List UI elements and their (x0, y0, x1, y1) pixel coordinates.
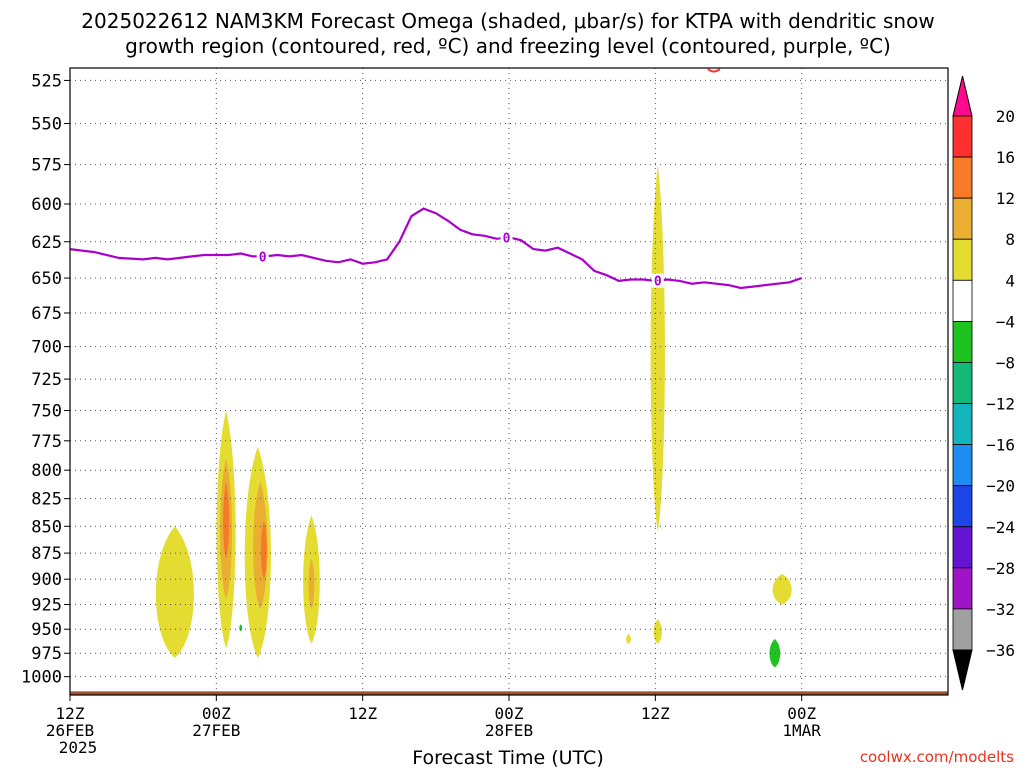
x-tick-label: 26FEB (46, 721, 94, 740)
y-tick-label: 825 (31, 490, 62, 510)
omega-region-10 (653, 619, 662, 644)
y-tick-label: 1000 (21, 668, 62, 688)
colorbar-box (952, 197, 973, 240)
omega-region-11 (626, 634, 631, 644)
omega-region-0 (155, 526, 194, 658)
axes: 525 550 575 600 625 650 675 700 725 750 775 800 825 8… (21, 67, 949, 757)
colorbar-box (952, 362, 973, 404)
y-tick-label: 775 (31, 432, 62, 452)
dgz-contour (707, 68, 721, 73)
colorbar-label: −32 (986, 600, 1015, 619)
chart-title-line1: 2025022612 NAM3KM Forecast Omega (shaded… (81, 9, 934, 33)
omega-region-13 (239, 624, 243, 632)
colorbar-label: 8 (1005, 230, 1015, 249)
x-tick-label: 12Z (348, 704, 377, 723)
watermark: coolwx.com/modelts (860, 748, 1014, 766)
colorbar-label: 12 (996, 189, 1015, 208)
y-tick-label: 700 (31, 338, 62, 358)
y-tick-label: 600 (31, 195, 62, 215)
freezing-label-bg (651, 273, 664, 288)
freezing-label-bg (256, 249, 269, 264)
colorbar-box (952, 238, 973, 281)
y-tick-label: 875 (31, 544, 62, 564)
freezing-label-bg (500, 230, 513, 245)
y-tick-label: 525 (31, 71, 62, 91)
colorbar-box (952, 156, 973, 199)
y-tick-label: 575 (31, 156, 62, 176)
freezing-level-line (69, 207, 803, 290)
x-tick-label: 00Z (202, 704, 231, 723)
x-tick-label: 12Z (641, 704, 670, 723)
omega-region-3 (223, 481, 230, 559)
colorbar-bottom-arrow (952, 649, 973, 691)
y-tick-label: 900 (31, 570, 62, 590)
y-tick-label: 625 (31, 233, 62, 253)
chart-title-line2: growth region (contoured, red, ºC) and f… (125, 34, 891, 58)
omega-region-8 (308, 558, 315, 610)
x-tick-label: 00Z (495, 704, 524, 723)
colorbar-label: 16 (996, 148, 1015, 167)
x-tick-label: 00Z (787, 704, 816, 723)
y-tick-label: 725 (31, 370, 62, 390)
y-tick-label: 800 (31, 461, 62, 481)
colorbar-label: −24 (986, 518, 1015, 537)
freezing-level-label-0: 0 (259, 250, 267, 265)
colorbar-box (952, 567, 973, 610)
omega-region-6 (260, 520, 267, 580)
colorbar-label: −20 (986, 477, 1015, 496)
colorbar-label: −8 (996, 353, 1015, 372)
colorbar-box (952, 485, 973, 528)
y-tick-label: 675 (31, 304, 62, 324)
x-tick-label: 28FEB (485, 721, 533, 740)
colorbar-label: −28 (986, 559, 1015, 578)
colorbar-box (952, 403, 973, 446)
x-axis-label: Forecast Time (UTC) (412, 747, 603, 768)
colorbar-box (952, 115, 973, 158)
x-tick-label: 27FEB (192, 721, 240, 740)
colorbar-box (952, 444, 973, 487)
y-tick-label: 650 (31, 269, 62, 289)
colorbar-label: −36 (986, 641, 1015, 660)
colorbar-box (952, 526, 973, 569)
y-tick-label: 975 (31, 644, 62, 664)
colorbar-label: 4 (1005, 271, 1015, 290)
omega-region-9 (650, 164, 665, 532)
y-tick-label: 925 (31, 596, 62, 616)
colorbar-box (952, 608, 973, 651)
colorbar-box (952, 320, 973, 363)
freezing-level-label-1: 0 (503, 232, 511, 247)
colorbar-box (952, 279, 973, 322)
colorbar-legend: 20 16 12 8 4 −4 −8 −12 −16 −20 −24 −28 −32 −36 (952, 75, 1015, 691)
y-tick-label: 550 (31, 114, 62, 134)
colorbar-top-arrow (952, 75, 973, 117)
omega-region-12 (772, 574, 792, 605)
y-tick-label: 750 (31, 401, 62, 421)
colorbar-label: −4 (996, 312, 1015, 331)
colorbar-label: −16 (986, 436, 1015, 455)
freezing-level-label-2: 0 (654, 275, 662, 290)
plot-frame (69, 67, 949, 696)
colorbar-label: 20 (996, 107, 1015, 126)
x-tick-label: 1MAR (782, 721, 821, 740)
colorbar-label: −12 (986, 395, 1015, 414)
y-tick-label: 950 (31, 620, 62, 640)
x-tick-label: 2025 (59, 738, 98, 757)
y-tick-label: 850 (31, 517, 62, 537)
plot-area: 0 0 0 (69, 68, 948, 695)
omega-region-14 (769, 638, 781, 668)
x-tick-label: 12Z (56, 704, 85, 723)
